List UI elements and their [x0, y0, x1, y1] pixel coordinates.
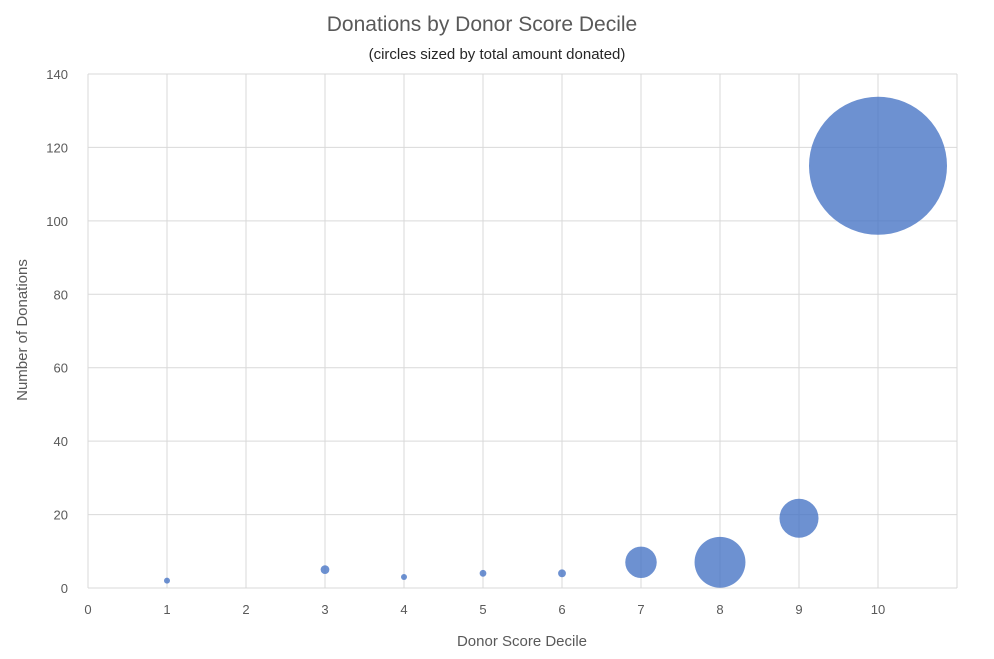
x-tick-label: 2	[242, 602, 249, 617]
x-tick-label: 4	[400, 602, 407, 617]
bubble-decile-7	[625, 546, 657, 579]
y-tick-label: 120	[46, 140, 68, 155]
bubble-decile-1	[164, 577, 170, 584]
y-tick-label: 140	[46, 67, 68, 82]
y-tick-label: 0	[61, 581, 68, 596]
x-tick-label: 6	[558, 602, 565, 617]
x-tick-label: 10	[871, 602, 885, 617]
x-tick-label: 0	[84, 602, 91, 617]
x-tick-label: 7	[637, 602, 644, 617]
bubble-decile-4	[401, 573, 407, 580]
bubble-decile-8	[694, 536, 746, 588]
y-tick-label: 40	[54, 434, 68, 449]
chart-title: Donations by Donor Score Decile	[327, 13, 638, 36]
x-tick-label: 9	[795, 602, 802, 617]
x-tick-label: 1	[163, 602, 170, 617]
bubble-decile-3	[320, 565, 330, 575]
y-tick-label: 80	[54, 287, 68, 302]
tick-labels: 0 20 40 60 80 100 120 140 0 1 2 3 4 5 6 7 8 9 10	[46, 67, 885, 617]
bubbles	[164, 96, 947, 588]
y-axis-label: Number of Donations	[14, 259, 31, 401]
chart-subtitle: (circles sized by total amount donated)	[369, 46, 626, 63]
x-axis-label: Donor Score Decile	[457, 633, 587, 650]
bubble-decile-6	[558, 569, 566, 578]
x-tick-label: 3	[321, 602, 328, 617]
bubble-decile-9	[779, 498, 819, 538]
y-tick-label: 100	[46, 214, 68, 229]
x-tick-label: 5	[479, 602, 486, 617]
bubble-decile-10	[809, 96, 947, 235]
bubble-decile-5	[479, 569, 487, 577]
x-tick-label: 8	[716, 602, 723, 617]
y-tick-label: 60	[54, 361, 68, 376]
y-tick-label: 20	[54, 508, 68, 523]
